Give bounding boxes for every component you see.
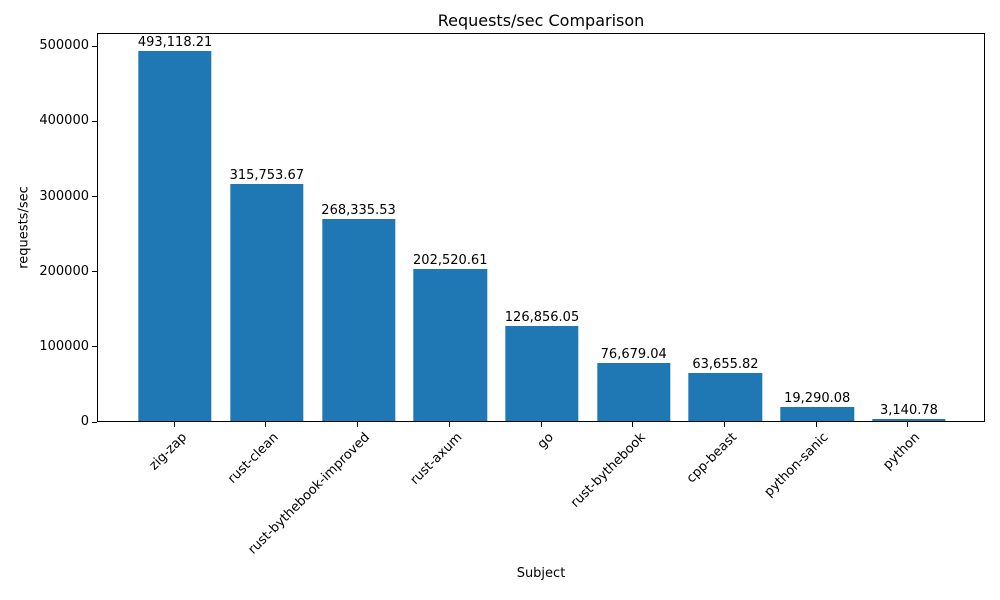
- x-axis-label: Subject: [516, 566, 566, 581]
- bar-rust-clean: [230, 183, 304, 421]
- bar-zig-zap: [138, 50, 212, 421]
- y-tick-label: 400000: [39, 113, 89, 129]
- x-tick-mark: [815, 422, 817, 427]
- chart-title: Requests/sec Comparison: [437, 11, 645, 30]
- x-tick-mark: [632, 422, 634, 427]
- x-tick-label: rust-axum: [407, 430, 465, 488]
- x-tick-label: zig-zap: [146, 430, 190, 474]
- bar-go: [505, 325, 579, 421]
- y-tick-label: 300000: [39, 188, 89, 204]
- x-tick-label: go: [534, 430, 557, 453]
- bar-rust-axum: [413, 268, 487, 421]
- bar-rust-bythebook-improved: [321, 219, 396, 421]
- y-tick-mark: [92, 45, 97, 47]
- y-tick-label: 0: [80, 414, 89, 429]
- bar-value-label: 202,520.61: [413, 252, 488, 268]
- x-tick-mark: [448, 422, 450, 427]
- bar-value-label: 493,118.21: [137, 34, 213, 50]
- x-tick-mark: [173, 422, 175, 427]
- x-tick-label: python-sanic: [761, 430, 832, 500]
- x-tick-label: python: [880, 430, 924, 473]
- x-tick-label: rust-bythebook: [567, 430, 649, 511]
- y-tick-label: 200000: [39, 263, 89, 279]
- y-tick-label: 100000: [39, 338, 89, 354]
- bar-python-sanic: [780, 406, 854, 421]
- bar-value-label: 76,679.04: [600, 347, 667, 363]
- x-tick-label: cpp-beast: [683, 430, 741, 487]
- y-tick-mark: [92, 196, 97, 198]
- bar-value-label: 63,655.82: [692, 357, 759, 373]
- x-tick-mark: [723, 422, 725, 427]
- bar-value-label: 126,856.05: [504, 309, 580, 325]
- bar-rust-bythebook: [597, 363, 671, 421]
- bar-value-label: 19,290.08: [784, 390, 851, 406]
- bar-python: [872, 418, 946, 421]
- y-tick-mark: [92, 421, 97, 423]
- bar-value-label: 315,753.67: [229, 167, 304, 183]
- bar-value-label: 268,335.53: [321, 203, 396, 219]
- x-tick-label: rust-clean: [224, 430, 282, 487]
- x-tick-mark: [265, 422, 267, 427]
- y-tick-mark: [92, 346, 97, 348]
- y-tick-mark: [92, 120, 97, 122]
- x-tick-mark: [907, 422, 909, 427]
- y-tick-label: 500000: [39, 38, 89, 54]
- y-tick-mark: [92, 271, 97, 273]
- x-tick-mark: [540, 422, 542, 427]
- plot-area: 493,118.21 315,753.67 268,335.53 202,520.61…: [97, 33, 985, 422]
- bar-value-label: 3,140.78: [879, 402, 938, 418]
- bar-cpp-beast: [688, 373, 763, 421]
- x-tick-mark: [357, 422, 359, 427]
